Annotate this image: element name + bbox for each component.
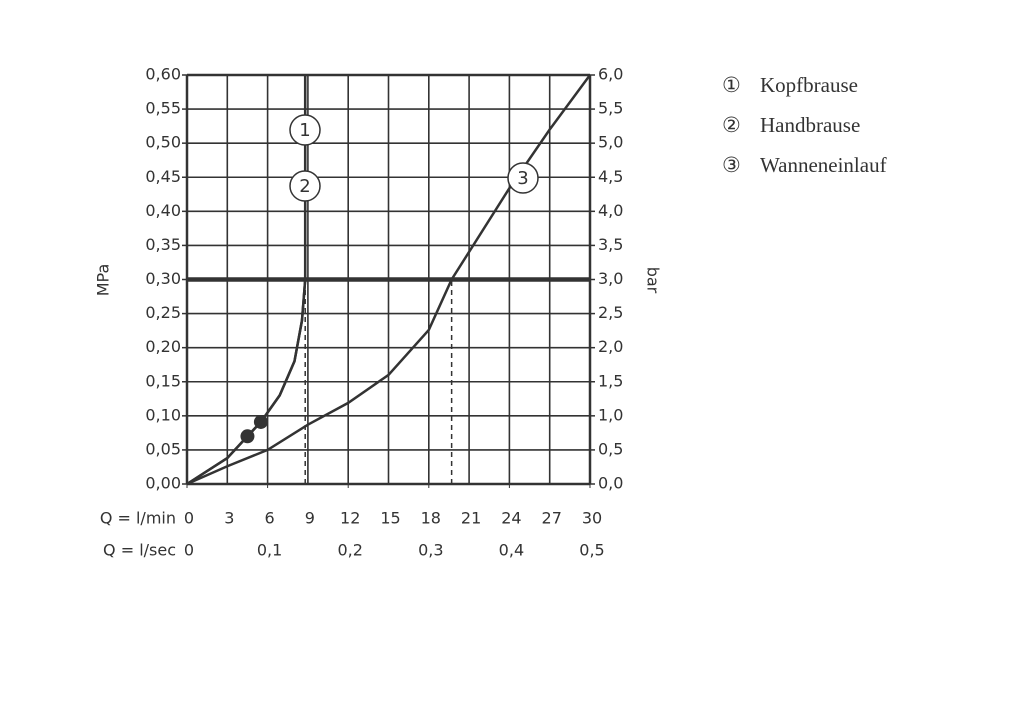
y-tick-label: 0,00 [145,474,181,493]
y-axis-label: MPa [94,264,113,297]
curve-label-circle [289,114,321,146]
y2-axis-label: bar [644,267,663,294]
x-tick-label: 9 [305,509,315,528]
x2-tick-label: 0,1 [257,541,282,560]
x-tick-label: 6 [265,509,275,528]
x-tick-label: 15 [380,509,400,528]
y2-tick-label: 4,5 [598,167,623,186]
legend-symbol: ② [722,113,741,137]
legend-symbol: ③ [722,153,741,177]
curve-label: 1 [299,120,310,141]
y-tick-label: 0,40 [145,201,181,220]
curve-label: 2 [299,176,310,197]
curve-label: 3 [517,168,528,189]
x2-tick-label: 0,2 [337,541,362,560]
y-tick-label: 0,55 [145,99,181,118]
legend-label: Wanneneinlauf [760,153,887,177]
y-tick-label: 0,15 [145,371,181,390]
x-tick-label: 0 [184,509,194,528]
y2-tick-label: 1,5 [598,371,623,390]
y-tick-label: 0,05 [145,439,181,458]
y-tick-label: 0,50 [145,133,181,152]
y2-tick-label: 6,0 [598,65,623,84]
y2-tick-label: 3,0 [598,269,623,288]
y2-tick-label: 4,0 [598,201,623,220]
x-tick-label: 18 [421,509,441,528]
x-tick-label: 21 [461,509,481,528]
legend-symbol: ① [722,73,741,97]
y-tick-label: 0,20 [145,337,181,356]
x-tick-label: 3 [224,509,234,528]
y2-tick-label: 2,0 [598,337,623,356]
x2-tick-label: 0 [184,541,194,560]
y-tick-label: 0,10 [145,405,181,424]
y-tick-label: 0,60 [145,65,181,84]
y2-tick-label: 5,5 [598,99,623,118]
y2-tick-label: 2,5 [598,303,623,322]
x-tick-label: 12 [340,509,360,528]
y-tick-label: 0,35 [145,235,181,254]
y-tick-label: 0,30 [145,269,181,288]
y-tick-label: 0,25 [145,303,181,322]
y2-tick-label: 5,0 [598,133,623,152]
point [240,429,255,444]
legend-label: Handbrause [760,113,860,137]
y-tick-label: 0,45 [145,167,181,186]
curve-label-circle [507,162,539,194]
y2-tick-label: 0,0 [598,474,623,493]
y2-tick-label: 3,5 [598,235,623,254]
x-tick-label: 24 [501,509,521,528]
x2-tick-label: 0,3 [418,541,443,560]
x2-tick-label: 0,4 [499,541,524,560]
x2-axis-label: Q = l/sec [103,541,176,560]
y2-tick-label: 1,0 [598,405,623,424]
x-tick-label: 27 [542,509,562,528]
x-tick-label: 30 [582,509,602,528]
line [186,75,307,486]
legend-label: Kopfbrause [760,73,858,97]
curve-label-circle [289,170,321,202]
y2-tick-label: 0,5 [598,439,623,458]
x-axis-label: Q = l/min [100,509,176,528]
x2-tick-label: 0,5 [579,541,604,560]
